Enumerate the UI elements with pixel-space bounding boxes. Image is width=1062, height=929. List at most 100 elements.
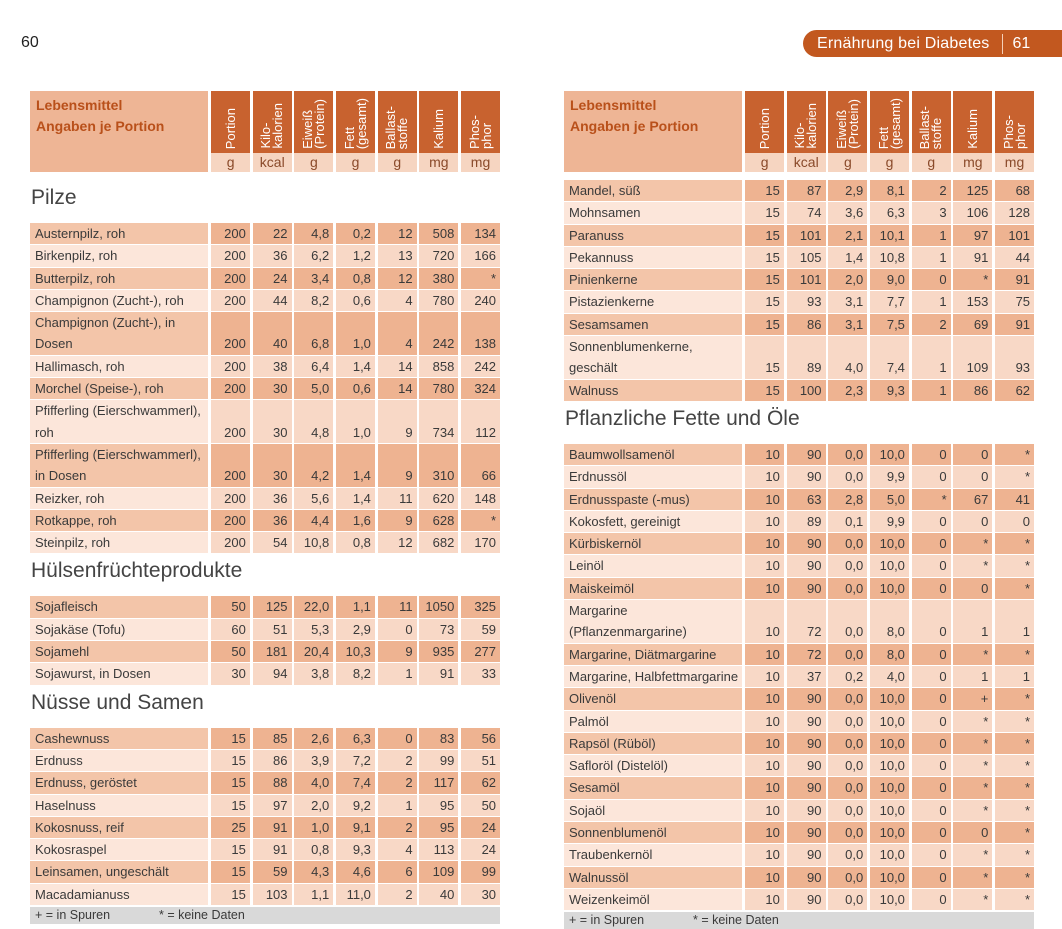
cell-value: 200 bbox=[210, 245, 250, 267]
cell-value: 94 bbox=[252, 663, 292, 685]
food-name: Austernpilz, roh bbox=[30, 223, 209, 245]
cell-value: 10,0 bbox=[869, 443, 909, 466]
cell-value: 15 bbox=[210, 839, 250, 861]
cell-value: 134 bbox=[461, 223, 501, 245]
table-row: Pinienkerne 15 101 2,0 9,0 0 * 91 bbox=[564, 269, 1035, 292]
food-name: Margarine (Pflanzenmargarine) bbox=[564, 600, 743, 643]
column-header: Kilo- kalorien kcal bbox=[786, 91, 826, 172]
cell-value: * bbox=[953, 888, 993, 911]
cell-value: 90 bbox=[786, 688, 826, 710]
cell-value: 720 bbox=[419, 245, 459, 267]
cell-value: 1,1 bbox=[294, 883, 334, 906]
cell-value: 89 bbox=[786, 510, 826, 533]
cell-value: 0 bbox=[911, 866, 951, 888]
cell-value: 7,7 bbox=[869, 291, 909, 313]
cell-value: 0 bbox=[377, 727, 417, 749]
food-name: Kürbiskernöl bbox=[564, 533, 743, 555]
column-title: Kilo- kalorien bbox=[786, 91, 826, 153]
cell-value: 0 bbox=[953, 822, 993, 844]
cell-value: 36 bbox=[252, 509, 292, 532]
column-title-text: Fett (gesamt) bbox=[341, 97, 369, 149]
cell-value: 4 bbox=[377, 312, 417, 355]
cell-value: 50 bbox=[210, 596, 250, 618]
column-header: Ballast- stoffe g bbox=[911, 91, 951, 172]
cell-value: 9 bbox=[377, 509, 417, 532]
cell-value: 9 bbox=[377, 400, 417, 443]
cell-value: 113 bbox=[419, 839, 459, 861]
cell-value: 10,0 bbox=[869, 732, 909, 755]
cell-value: 10 bbox=[744, 844, 784, 866]
cell-value: 10 bbox=[744, 732, 784, 755]
cell-value: * bbox=[995, 688, 1035, 710]
cell-value: 2,3 bbox=[828, 379, 868, 401]
table-row: Erdnussöl 10 90 0,0 9,9 0 0 * bbox=[564, 466, 1035, 489]
cell-value: 15 bbox=[744, 224, 784, 246]
cell-value: 2,9 bbox=[335, 618, 375, 641]
column-title-text: Kalium bbox=[430, 109, 446, 149]
cell-value: 15 bbox=[744, 180, 784, 202]
legend-nodata: * = keine Daten bbox=[159, 908, 245, 923]
cell-value: 0 bbox=[911, 688, 951, 710]
table-row: Pfifferling (Eierschwammerl), in Dosen 20… bbox=[30, 443, 501, 488]
cell-value: 56 bbox=[461, 727, 501, 749]
cell-value: 5,3 bbox=[294, 618, 334, 641]
cell-value: 109 bbox=[419, 861, 459, 883]
cell-value: 15 bbox=[210, 727, 250, 749]
column-unit: g bbox=[336, 153, 376, 172]
cell-value: 15 bbox=[210, 883, 250, 906]
cell-value: 24 bbox=[252, 267, 292, 289]
cell-value: 11 bbox=[377, 487, 417, 509]
cell-value: 170 bbox=[461, 532, 501, 554]
cell-value: 10 bbox=[744, 443, 784, 466]
cell-value: * bbox=[461, 267, 501, 289]
column-unit: kcal bbox=[252, 153, 292, 172]
page-number-left: 60 bbox=[21, 34, 39, 51]
legend-trace: + = in Spuren bbox=[569, 913, 645, 928]
cell-value: 3,4 bbox=[294, 267, 334, 289]
column-title: Fett (gesamt) bbox=[870, 91, 910, 153]
cell-value: 15 bbox=[210, 861, 250, 883]
cell-value: 91 bbox=[953, 246, 993, 269]
table-row: Walnussöl 10 90 0,0 10,0 0 * * bbox=[564, 866, 1035, 889]
cell-value: 277 bbox=[461, 641, 501, 663]
cell-value: 105 bbox=[786, 246, 826, 269]
cell-value: 75 bbox=[995, 291, 1035, 313]
cell-value: 10,0 bbox=[869, 844, 909, 866]
cell-value: 88 bbox=[252, 772, 292, 794]
table-row: Sesamsamen 15 86 3,1 7,5 2 69 91 bbox=[564, 313, 1035, 337]
cell-value: 1,4 bbox=[335, 487, 375, 509]
cell-value: 67 bbox=[953, 488, 993, 510]
column-title-text: Phos- phor bbox=[1000, 115, 1028, 149]
column-title: Kilo- kalorien bbox=[252, 91, 292, 153]
cell-value: 10 bbox=[744, 777, 784, 799]
table-row: Safloröl (Distelöl) 10 90 0,0 10,0 0 * * bbox=[564, 755, 1035, 778]
cell-value: 242 bbox=[461, 355, 501, 378]
cell-value: 12 bbox=[377, 267, 417, 289]
cell-value: 10 bbox=[744, 665, 784, 688]
cell-value: 6,4 bbox=[294, 355, 334, 378]
cell-value: 240 bbox=[461, 289, 501, 312]
cell-value: 15 bbox=[744, 246, 784, 269]
cell-value: 1,4 bbox=[828, 246, 868, 269]
cell-value: 0 bbox=[911, 269, 951, 291]
column-header: Kalium mg bbox=[953, 91, 993, 172]
food-name: Baumwollsamenöl bbox=[564, 443, 743, 466]
cell-value: 7,5 bbox=[869, 313, 909, 336]
food-name: Kokosnuss, reif bbox=[30, 816, 209, 839]
cell-value: 10 bbox=[744, 688, 784, 710]
column-title: Ballast- stoffe bbox=[377, 91, 417, 153]
cell-value: * bbox=[995, 822, 1035, 844]
column-title: Portion bbox=[745, 91, 785, 153]
cell-value: 74 bbox=[786, 202, 826, 224]
column-header: Fett (gesamt) g bbox=[870, 91, 910, 172]
left-page-table: Lebensmittel Angaben je Portion Portion g K… bbox=[30, 91, 501, 925]
food-name: Paranuss bbox=[564, 224, 743, 246]
cell-value: 0 bbox=[911, 732, 951, 755]
cell-value: 13 bbox=[377, 245, 417, 267]
cell-value: 9,2 bbox=[335, 794, 375, 816]
food-name: Haselnuss bbox=[30, 794, 209, 816]
cell-value: 4,0 bbox=[294, 772, 334, 794]
cell-value: 50 bbox=[461, 794, 501, 816]
table-row: Sojawurst, in Dosen 30 94 3,8 8,2 1 91 33 bbox=[30, 663, 501, 686]
table-row: Rapsöl (Rüböl) 10 90 0,0 10,0 0 * * bbox=[564, 732, 1035, 756]
